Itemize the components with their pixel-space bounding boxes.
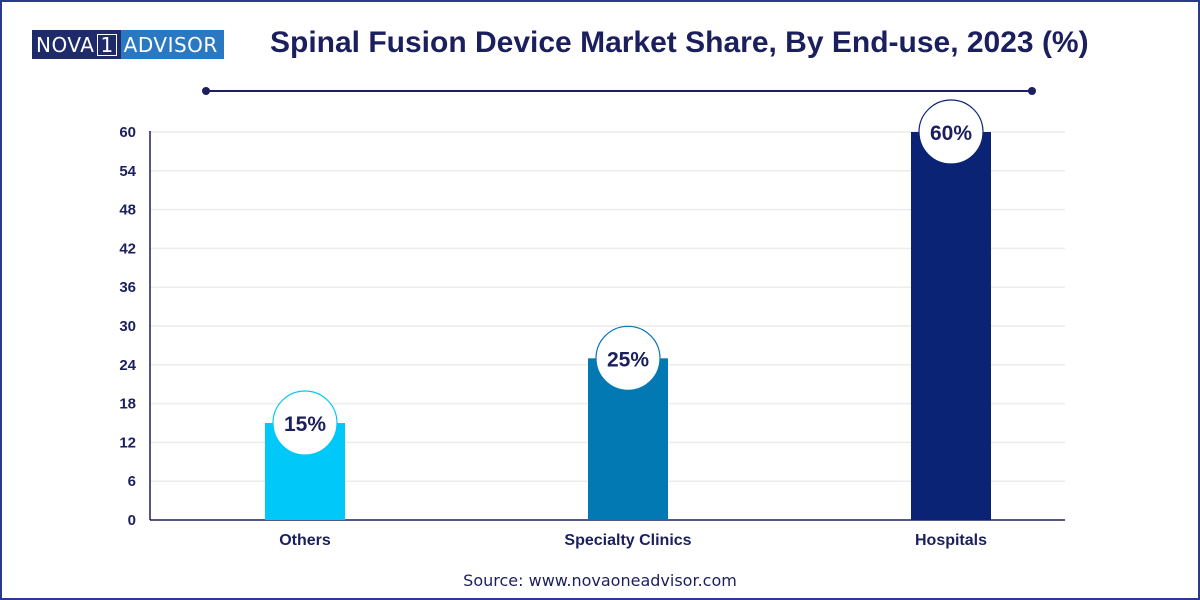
y-tick-label: 60: [119, 124, 136, 141]
bar-hospitals: [911, 132, 991, 520]
logo-text-nova: NOVA: [36, 32, 95, 57]
divider-dot-right: [1028, 87, 1036, 95]
bars: 15% 25% 60%: [265, 99, 991, 520]
logo-right: ADVISOR: [120, 30, 224, 59]
logo-text-advisor: ADVISOR: [123, 32, 218, 57]
x-tick-label: Hospitals: [915, 532, 987, 549]
data-label: 15%: [284, 413, 326, 436]
logo-text-one: 1: [97, 33, 117, 56]
data-label-bubble: [272, 390, 338, 456]
brand-logo: NOVA 1 ADVISOR: [32, 30, 224, 59]
data-label: 60%: [930, 122, 972, 145]
y-tick-label: 30: [119, 318, 136, 335]
chart-title: Spinal Fusion Device Market Share, By En…: [270, 26, 1089, 59]
y-tick-label: 12: [119, 434, 136, 451]
y-tick-label: 48: [119, 202, 136, 219]
y-tick-label: 0: [128, 512, 136, 529]
x-tick-label: Specialty Clinics: [564, 532, 691, 549]
x-tick-label: Others: [279, 532, 331, 549]
source-note: Source: www.novaoneadvisor.com: [463, 571, 737, 590]
data-label: 25%: [607, 348, 649, 371]
y-tick-label: 18: [119, 396, 136, 413]
data-label-bubble: [918, 99, 984, 165]
y-tick-label: 54: [119, 163, 136, 180]
y-axis-ticks: 0 6 12 18 24 30 36 42 48 54 60: [119, 124, 136, 529]
x-axis-labels: Others Specialty Clinics Hospitals: [279, 532, 987, 549]
y-tick-label: 36: [119, 279, 136, 296]
y-tick-label: 42: [119, 240, 136, 257]
y-tick-label: 24: [119, 357, 136, 374]
data-label-bubble: [595, 325, 661, 391]
y-tick-label: 6: [128, 473, 136, 490]
logo-left: NOVA 1: [32, 30, 121, 59]
title-divider: [206, 90, 1032, 92]
